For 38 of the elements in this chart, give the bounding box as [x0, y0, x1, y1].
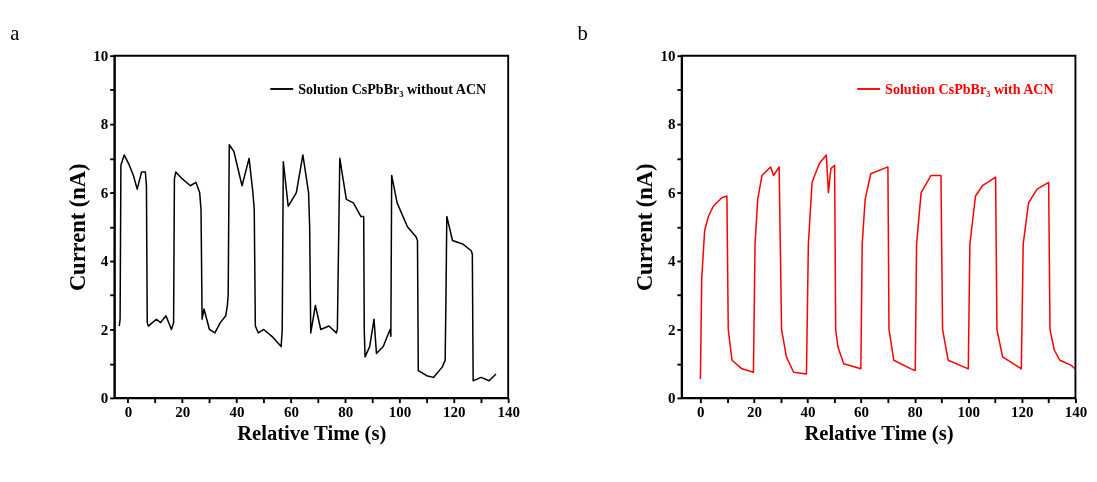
y-tick-label: 10: [93, 47, 109, 64]
x-tick-label: 60: [283, 404, 299, 421]
legend-label: Solution CsPbBr₃ with ACN: [885, 80, 1054, 97]
y-tick-label: 6: [668, 184, 677, 201]
y-tick-label: 8: [100, 116, 109, 133]
chart-title: a: [10, 21, 20, 44]
y-tick-label: 6: [100, 184, 109, 201]
x-tick-label: 80: [907, 404, 923, 421]
y-axis-title: Current (nA): [632, 163, 658, 292]
legend-label: Solution CsPbBr₃ without ACN: [298, 80, 487, 97]
x-tick-label: 40: [229, 404, 245, 421]
x-tick-label: 80: [338, 404, 354, 421]
x-tick-label: 40: [800, 404, 816, 421]
x-tick-label: 0: [697, 404, 705, 421]
line-series: [118, 143, 497, 382]
x-tick-label: 100: [957, 404, 980, 421]
x-tick-label: 60: [854, 404, 870, 421]
x-tick-label: 140: [497, 404, 520, 421]
line-series: [699, 154, 1076, 380]
y-tick-label: 0: [668, 390, 676, 407]
y-tick-label: 10: [660, 47, 676, 64]
x-tick-label: 120: [443, 404, 466, 421]
x-axis-title: Relative Time (s): [804, 421, 954, 445]
y-axis-title: Current (nA): [64, 163, 90, 292]
x-tick-label: 120: [1011, 404, 1034, 421]
y-tick-label: 2: [668, 321, 676, 338]
x-tick-label: 20: [746, 404, 762, 421]
y-tick-label: 4: [100, 253, 109, 270]
y-tick-label: 4: [668, 253, 677, 270]
chart-title: b: [577, 21, 588, 44]
x-tick-label: 100: [388, 404, 412, 421]
x-tick-label: 0: [124, 404, 133, 421]
x-axis-title: Relative Time (s): [237, 421, 387, 445]
y-tick-label: 2: [100, 321, 109, 338]
y-tick-label: 0: [100, 390, 109, 407]
x-tick-label: 20: [175, 404, 191, 421]
y-tick-label: 8: [668, 116, 676, 133]
x-tick-label: 140: [1064, 404, 1088, 421]
